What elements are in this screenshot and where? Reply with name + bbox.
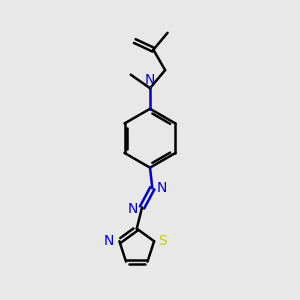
- Text: S: S: [158, 234, 167, 248]
- Text: N: N: [145, 73, 155, 87]
- Text: N: N: [157, 181, 167, 195]
- Text: N: N: [104, 234, 114, 248]
- Text: N: N: [127, 202, 138, 216]
